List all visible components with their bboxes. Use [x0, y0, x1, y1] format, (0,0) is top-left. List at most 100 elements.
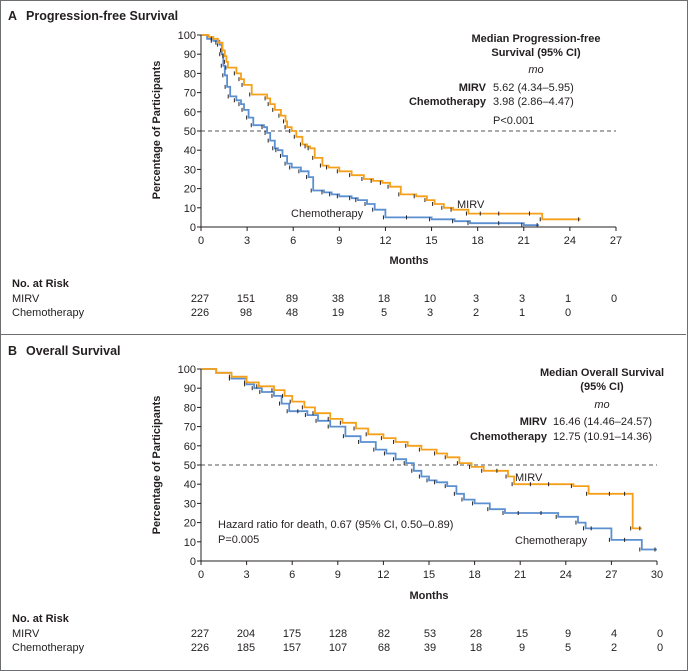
panel-a-risk-chemo-value: 19 — [332, 307, 344, 319]
panel-a-risk-chemo-value: 2 — [473, 307, 479, 319]
panel-b-risk-mirv-value: 0 — [657, 628, 663, 640]
panel-a-legend-mirv-value: 5.62 (4.34–5.95) — [493, 82, 574, 94]
panel-b-risk-chemo-value: 0 — [657, 642, 663, 654]
panel-b-y-tick-label: 30 — [184, 498, 196, 510]
panel-b-x-tick-label: 15 — [423, 569, 435, 581]
panel-a-y-tick-label: 40 — [184, 145, 196, 157]
panel-b-risk-mirv-value: 204 — [237, 628, 255, 640]
panel-a-x-tick-label: 27 — [610, 235, 622, 247]
panel-a-risk-mirv-value: 1 — [565, 293, 571, 305]
panel-b-mirv-curve-label: MIRV — [515, 472, 543, 484]
panel-b-risk-chemo-value: 9 — [519, 642, 525, 654]
panel-b-risk-chemo-value: 185 — [237, 642, 255, 654]
panel-a: A Progression-free Survival 010203040506… — [8, 9, 622, 319]
panel-b-y-tick-label: 40 — [184, 479, 196, 491]
panel-b-risk-chemo-label: Chemotherapy — [12, 642, 85, 654]
panel-b-legend-mirv-label: MIRV — [520, 416, 548, 428]
panel-a-risk-chemo-value: 48 — [286, 307, 298, 319]
panel-b-legend-title-line2: (95% CI) — [580, 381, 624, 393]
panel-b-x-tick-label: 27 — [605, 569, 617, 581]
panel-a-y-tick-label: 100 — [178, 30, 196, 42]
panel-b-legend-mirv-value: 16.46 (14.46–24.57) — [553, 416, 652, 428]
panel-a-legend-chemo-label: Chemotherapy — [409, 96, 487, 108]
panel-a-mirv-curve-label: MIRV — [457, 199, 485, 211]
panel-b-y-tick-label: 100 — [178, 364, 196, 376]
panel-b: B Overall Survival 010203040506070809010… — [8, 344, 664, 654]
panel-a-x-tick-label: 6 — [290, 235, 296, 247]
panel-a-risk-mirv-value: 10 — [424, 293, 436, 305]
panel-b-risk-chemo-value: 39 — [424, 642, 436, 654]
panel-b-p-value: P=0.005 — [218, 534, 259, 546]
panel-b-risk-mirv-value: 4 — [611, 628, 617, 640]
panel-a-title: Progression-free Survival — [26, 9, 178, 23]
panel-b-risk-chemo-value: 5 — [565, 642, 571, 654]
panel-a-x-tick-label: 24 — [564, 235, 576, 247]
panel-b-legend-chemo-value: 12.75 (10.91–14.36) — [553, 431, 652, 443]
panel-b-legend-unit: mo — [594, 399, 609, 411]
panel-b-hazard-ratio: Hazard ratio for death, 0.67 (95% CI, 0.… — [218, 519, 453, 531]
panel-a-x-tick-label: 21 — [518, 235, 530, 247]
panel-a-chemo-curve-label: Chemotherapy — [291, 208, 364, 220]
panel-b-x-tick-label: 3 — [244, 569, 250, 581]
panel-b-y-axis-label: Percentage of Participants — [151, 396, 163, 535]
panel-divider — [0, 334, 686, 335]
panel-b-y-tick-label: 10 — [184, 537, 196, 549]
panel-a-y-tick-label: 60 — [184, 107, 196, 119]
panel-b-y-tick-label: 50 — [184, 460, 196, 472]
panel-a-risk-mirv-value: 3 — [519, 293, 525, 305]
panel-a-p-value: P<0.001 — [493, 115, 534, 127]
panel-b-risk-mirv-value: 128 — [329, 628, 347, 640]
panel-b-x-tick-label: 21 — [514, 569, 526, 581]
panel-a-risk-mirv-value: 151 — [237, 293, 255, 305]
panel-b-risk-mirv-value: 28 — [470, 628, 482, 640]
panel-b-risk-mirv-label: MIRV — [12, 628, 40, 640]
panel-b-y-tick-label: 70 — [184, 422, 196, 434]
panel-a-mirv-curve — [201, 34, 581, 221]
panel-b-risk-chemo-value: 226 — [191, 642, 209, 654]
panel-a-axes: 0 10 20 30 40 50 60 70 80 90 100 0 3 6 9 12 15 18 21 24 27 — [178, 30, 622, 247]
panel-a-x-tick-label: 15 — [425, 235, 437, 247]
panel-a-legend-title-line2: Survival (95% CI) — [491, 47, 581, 59]
panel-b-risk-header: No. at Risk — [12, 613, 70, 625]
panel-b-axes: 0 10 20 30 40 50 60 70 80 90 100 0 3 6 9 12 15 18 21 24 27 30 — [178, 364, 663, 581]
panel-b-x-axis-label: Months — [409, 590, 448, 602]
panel-a-y-tick-label: 50 — [184, 126, 196, 138]
panel-b-risk-mirv-value: 15 — [516, 628, 528, 640]
panel-a-y-tick-label: 10 — [184, 203, 196, 215]
panel-b-x-tick-label: 9 — [335, 569, 341, 581]
panel-b-chemo-curve — [201, 368, 657, 551]
panel-b-legend-title-line1: Median Overall Survival — [540, 367, 664, 379]
panel-a-y-tick-label: 70 — [184, 88, 196, 100]
panel-a-curves — [201, 34, 581, 228]
panel-a-y-axis-label: Percentage of Participants — [151, 61, 163, 200]
panel-b-y-tick-label: 0 — [190, 556, 196, 568]
panel-b-title: Overall Survival — [26, 344, 121, 358]
panel-b-risk-mirv-value: 227 — [191, 628, 209, 640]
panel-b-risk-mirv-value: 9 — [565, 628, 571, 640]
panel-a-risk-chemo-value: 226 — [191, 307, 209, 319]
panel-b-chemo-curve-label: Chemotherapy — [515, 535, 588, 547]
panel-a-letter: A — [8, 9, 17, 23]
panel-a-y-tick-label: 20 — [184, 184, 196, 196]
panel-b-x-tick-label: 6 — [289, 569, 295, 581]
panel-a-y-tick-label: 30 — [184, 164, 196, 176]
panel-b-x-tick-label: 30 — [651, 569, 663, 581]
panel-a-risk-mirv-value: 3 — [473, 293, 479, 305]
panel-b-risk-mirv-value: 175 — [283, 628, 301, 640]
panel-a-risk-mirv-value: 227 — [191, 293, 209, 305]
panel-b-y-tick-label: 60 — [184, 441, 196, 453]
panel-a-risk-header: No. at Risk — [12, 278, 70, 290]
panel-a-risk-chemo-value: 1 — [519, 307, 525, 319]
panel-a-x-tick-label: 18 — [472, 235, 484, 247]
panel-a-risk-chemo-label: Chemotherapy — [12, 307, 85, 319]
panel-b-risk-chemo-value: 157 — [283, 642, 301, 654]
panel-a-legend-title-line1: Median Progression-free — [472, 33, 601, 45]
panel-a-risk-mirv-label: MIRV — [12, 293, 40, 305]
panel-b-risk-mirv-value: 82 — [378, 628, 390, 640]
panel-b-risk-chemo-value: 2 — [611, 642, 617, 654]
panel-b-x-tick-label: 24 — [560, 569, 572, 581]
